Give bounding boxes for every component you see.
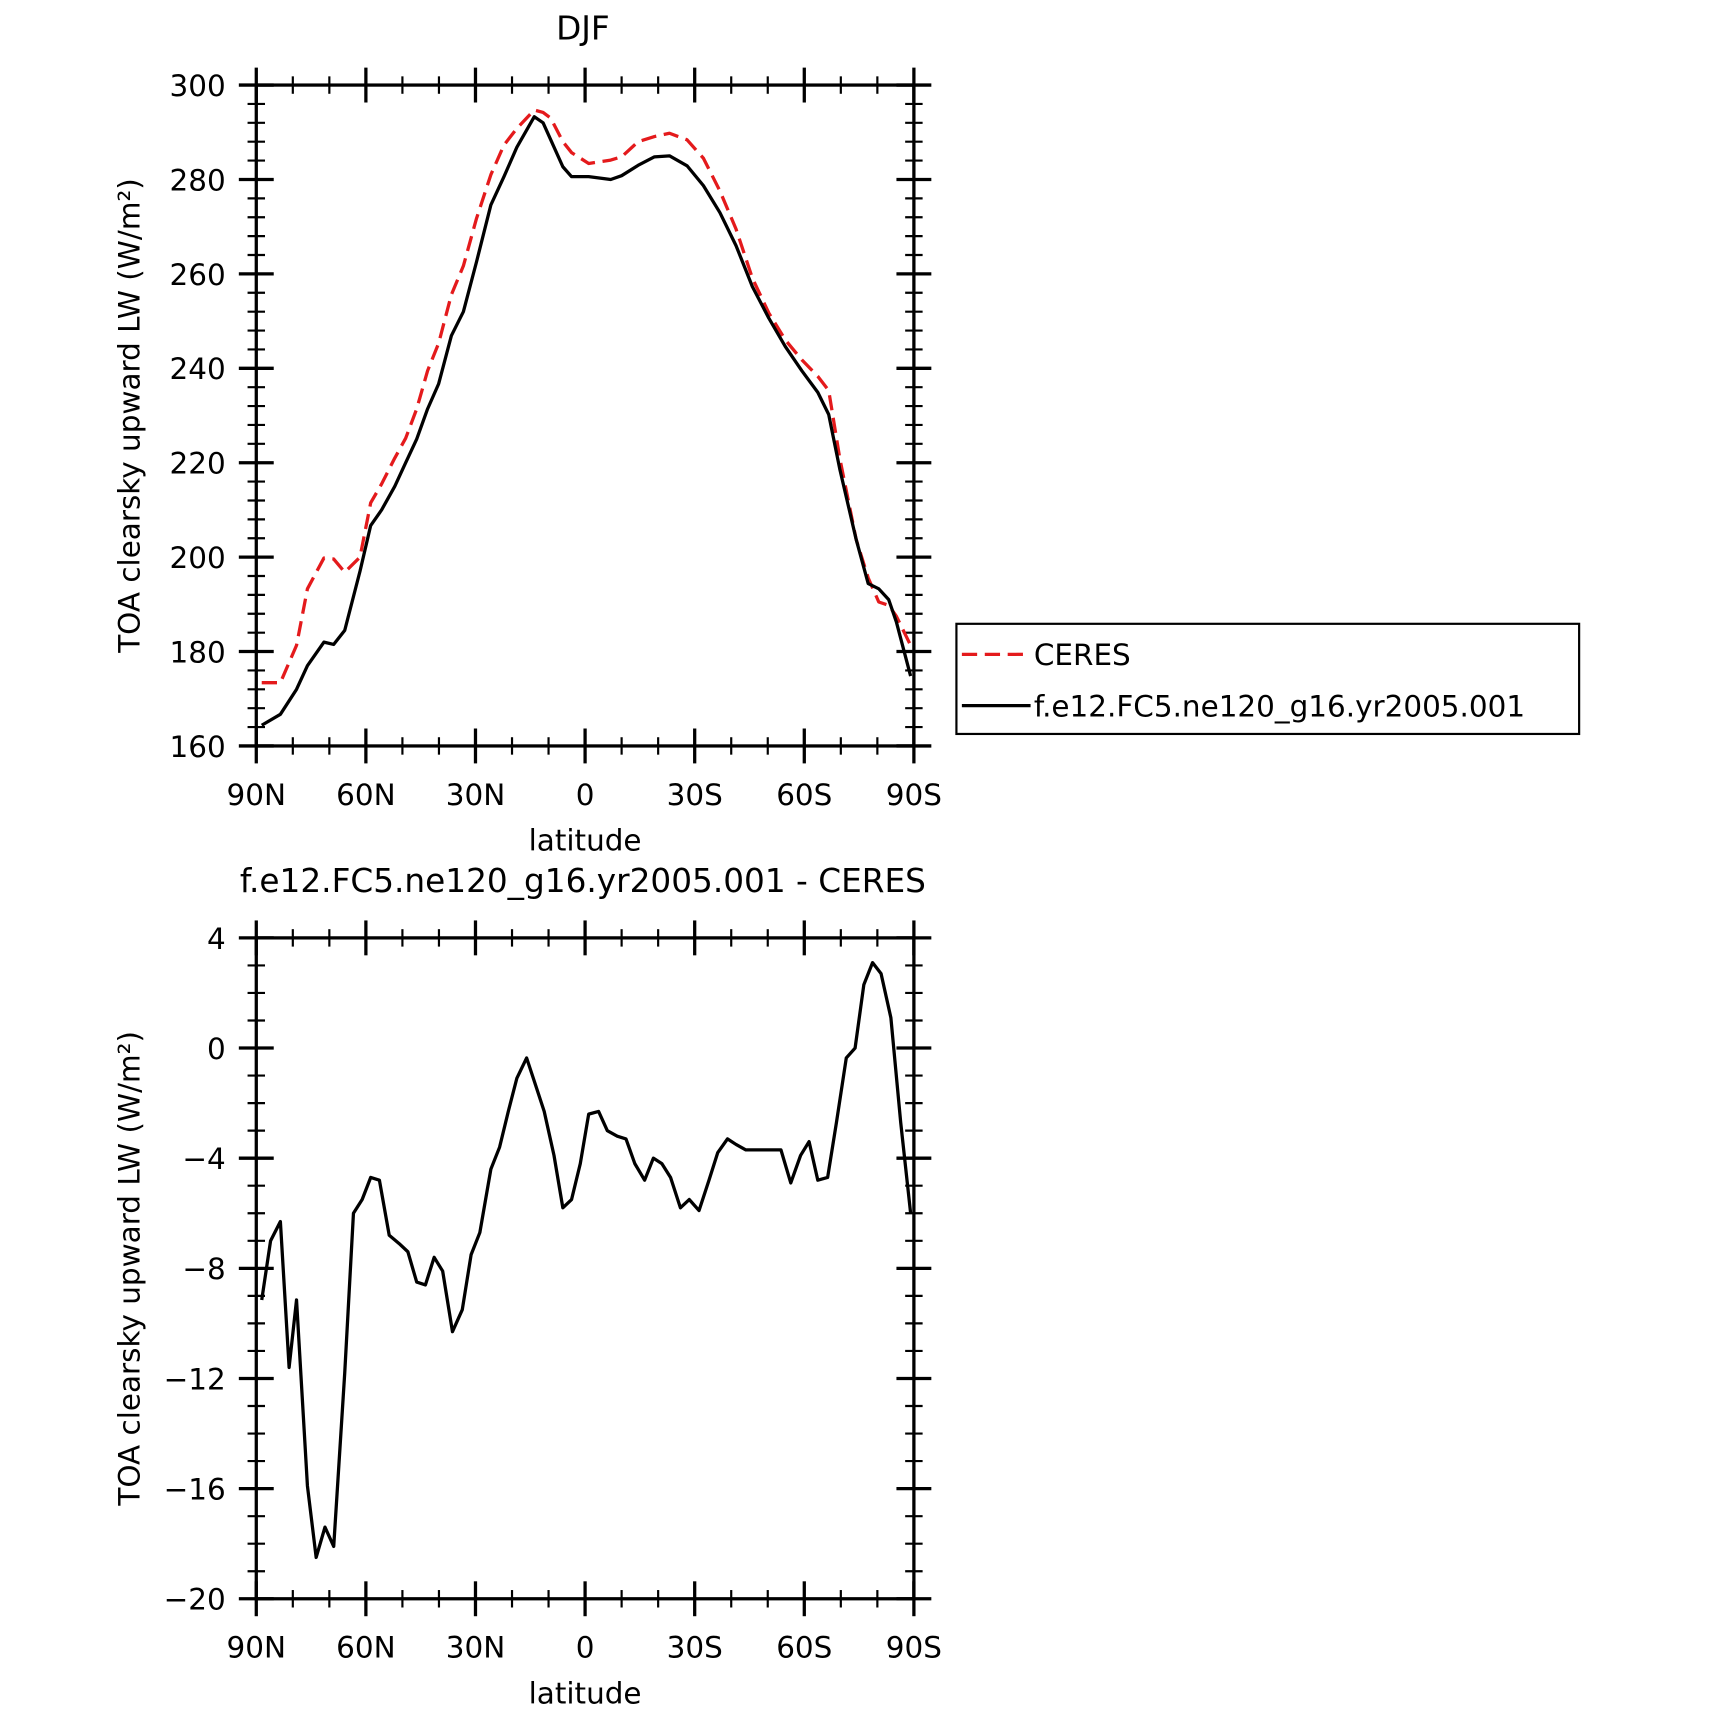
y-tick-label: 180 bbox=[170, 635, 226, 669]
y-tick-label: 300 bbox=[170, 69, 226, 103]
y-axis-label: TOA clearsky upward LW (W/m²) bbox=[113, 178, 147, 654]
x-tick-label: 90S bbox=[886, 778, 942, 812]
x-tick-label: 60N bbox=[336, 778, 395, 812]
x-tick-label: 60N bbox=[336, 1631, 395, 1665]
x-tick-label: 30N bbox=[446, 778, 505, 812]
legend-label: CERES bbox=[1034, 638, 1131, 672]
y-tick-label: −4 bbox=[182, 1142, 225, 1176]
x-tick-label: 90N bbox=[227, 778, 286, 812]
x-axis-label: latitude bbox=[529, 824, 642, 858]
plot-frame bbox=[254, 936, 916, 1601]
x-tick-label: 30N bbox=[446, 1631, 505, 1665]
x-tick-label: 0 bbox=[576, 1631, 595, 1665]
legend-box bbox=[955, 622, 1581, 736]
data-line bbox=[261, 108, 913, 685]
x-tick-label: 60S bbox=[776, 1631, 832, 1665]
y-tick-label: 200 bbox=[170, 541, 226, 575]
x-tick-label: 30S bbox=[667, 778, 723, 812]
y-tick-label: 0 bbox=[207, 1032, 226, 1066]
y-tick-label: 280 bbox=[170, 163, 226, 197]
chart-title: DJF bbox=[556, 9, 610, 47]
y-tick-label: 220 bbox=[170, 447, 226, 481]
x-tick-label: 0 bbox=[576, 778, 595, 812]
y-axis-label: TOA clearsky upward LW (W/m²) bbox=[113, 1031, 147, 1507]
data-line bbox=[260, 961, 913, 1560]
legend-label: f.e12.FC5.ne120_g16.yr2005.001 bbox=[1034, 690, 1525, 724]
x-axis-label: latitude bbox=[529, 1676, 642, 1710]
y-tick-label: −20 bbox=[164, 1583, 226, 1617]
y-tick-label: −8 bbox=[182, 1252, 225, 1286]
y-tick-label: 240 bbox=[170, 352, 226, 386]
y-tick-label: −16 bbox=[164, 1473, 226, 1507]
y-tick-label: 160 bbox=[170, 730, 226, 764]
y-tick-label: 260 bbox=[170, 258, 226, 292]
x-tick-label: 30S bbox=[667, 1631, 723, 1665]
x-tick-label: 90N bbox=[227, 1631, 286, 1665]
x-tick-label: 60S bbox=[776, 778, 832, 812]
chart-title: f.e12.FC5.ne120_g16.yr2005.001 - CERES bbox=[240, 862, 926, 900]
data-line bbox=[260, 115, 913, 727]
y-tick-label: 4 bbox=[207, 922, 226, 956]
x-tick-label: 90S bbox=[886, 1631, 942, 1665]
y-tick-label: −12 bbox=[164, 1362, 226, 1396]
plot-frame bbox=[254, 83, 916, 748]
